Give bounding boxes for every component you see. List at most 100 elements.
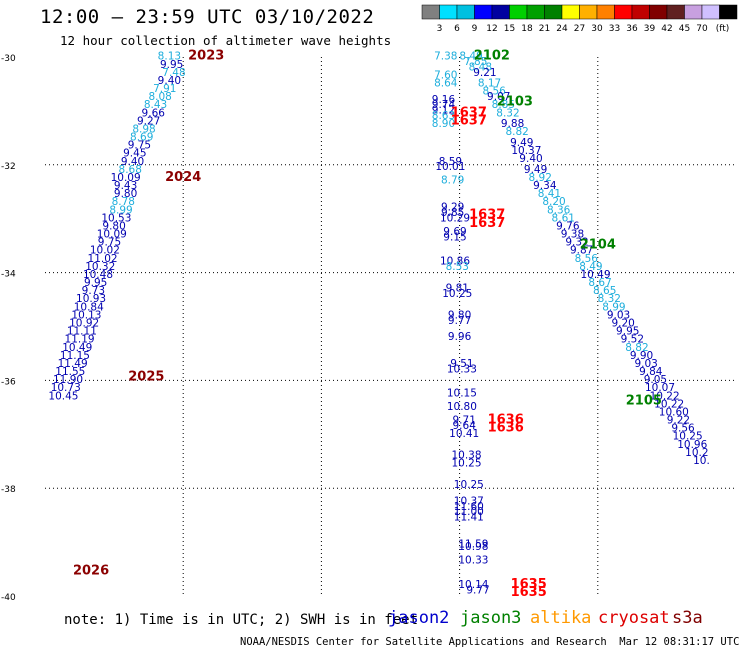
- wave-height-label: 9.85: [441, 207, 464, 219]
- credit-line: NOAA/NESDIS Center for Satellite Applica…: [240, 636, 740, 648]
- wave-height-label: 8.63: [432, 110, 455, 122]
- wave-height-label: 9.05: [644, 374, 667, 386]
- wave-height-label: 8.48: [469, 61, 492, 73]
- pass-time-label: 1635: [511, 577, 547, 592]
- wave-height-label: 9.43: [114, 180, 137, 192]
- wave-height-label: 9.20: [611, 318, 634, 330]
- wave-height-label: 7.38: [434, 51, 457, 63]
- wave-height-label: 9.80: [114, 188, 137, 200]
- wave-height-label: 8.98: [132, 123, 155, 135]
- wave-height-label: 11.15: [60, 350, 90, 362]
- wave-height-label: 10.14: [458, 579, 488, 591]
- footer-note: note: 1) Time is in UTC; 2) SWH is in fe…: [64, 612, 419, 628]
- wave-height-label: 9.32: [565, 237, 588, 249]
- wave-height-label: 9.45: [123, 148, 146, 160]
- wave-height-label: 7.91: [153, 83, 176, 95]
- wave-height-label: 8.61: [552, 212, 575, 224]
- wave-height-label: 10.07: [645, 382, 675, 394]
- wave-height-label: 9.75: [98, 237, 121, 249]
- colorbar-tick-label: 3: [437, 24, 443, 34]
- wave-height-label: 9.49: [510, 137, 533, 149]
- pass-time-label: 2102: [474, 49, 510, 64]
- y-tick-label: -30: [1, 54, 16, 64]
- wave-height-label: 10.09: [111, 172, 141, 184]
- wave-height-label: 7.60: [434, 70, 457, 82]
- satellite-legend-jason3: jason3: [460, 608, 522, 628]
- wave-height-label: 11.60: [454, 501, 484, 513]
- colorbar-tick-label: 33: [609, 24, 620, 34]
- wave-height-label: 10.33: [458, 555, 488, 567]
- wave-height-label: 8.92: [529, 172, 552, 184]
- colorbar-tick-label: 45: [679, 24, 690, 34]
- wave-height-label: 9.76: [556, 220, 580, 232]
- pass-time-label: 1637: [451, 113, 487, 128]
- wave-height-label: 9.03: [634, 358, 657, 370]
- colorbar-tick-label: 9: [472, 24, 478, 34]
- pass-time-label: 2025: [128, 369, 164, 384]
- wave-height-label: 10.09: [97, 229, 127, 241]
- wave-height-label: 10.49: [62, 342, 92, 354]
- wave-height-label: 9.73: [82, 285, 105, 297]
- wave-height-label: 10.15: [447, 388, 477, 400]
- satellite-legend-cryosat: cryosat: [598, 608, 670, 628]
- wave-height-label: 10.38: [451, 450, 481, 462]
- wave-height-label: 10.92: [69, 318, 99, 330]
- wave-height-label: 10.02: [90, 245, 120, 257]
- wave-height-label: 9.84: [639, 366, 663, 378]
- colorbar-tick-label: 15: [504, 24, 515, 34]
- colorbar-tick-label: 12: [486, 24, 497, 34]
- pass-time-label: 2024: [165, 170, 201, 185]
- wave-height-label: 10.84: [74, 301, 104, 313]
- satellite-legend-s3a: s3a: [672, 608, 703, 628]
- wave-height-label: 8.41: [538, 188, 561, 200]
- pass-time-label: 1635: [511, 585, 547, 600]
- wave-height-label: 9.96: [448, 331, 472, 343]
- pass-time-label: 2104: [580, 237, 616, 252]
- colorbar-tick-label: 36: [626, 24, 638, 34]
- wave-height-label: 8.79: [441, 175, 464, 187]
- wave-height-label: 9.74: [432, 99, 456, 111]
- wave-height-label: 11.02: [88, 253, 118, 265]
- wave-height-label: 10.60: [659, 406, 689, 418]
- wave-height-label: 10.45: [48, 390, 78, 402]
- wave-height-label: 8.56: [482, 86, 506, 98]
- colorbar-tick-label: 70: [696, 24, 708, 34]
- wave-height-label: 8.99: [109, 204, 132, 216]
- pass-time-label: 1637: [451, 105, 487, 120]
- wave-height-label: 10.80: [447, 401, 477, 413]
- wave-height-label: 8.36: [547, 204, 571, 216]
- wave-height-label: 10.96: [677, 439, 707, 451]
- wave-height-label: 8.64: [434, 78, 458, 90]
- wave-height-label: 8.65: [593, 285, 616, 297]
- wave-height-label: 8.78: [112, 196, 135, 208]
- colorbar-tick-label: 27: [574, 24, 585, 34]
- pass-time-label: 1637: [469, 216, 505, 231]
- wave-height-label: 11.90: [53, 374, 83, 386]
- wave-height-label: 9.21: [473, 67, 496, 79]
- wave-height-label: 9.77: [448, 315, 471, 327]
- wave-height-label: 9.69: [443, 226, 466, 238]
- wave-height-label: 8.99: [602, 301, 625, 313]
- colorbar-swatch: [719, 4, 738, 20]
- wave-height-label: 10.98: [458, 541, 488, 553]
- y-tick-label: -36: [1, 377, 16, 387]
- wave-height-label: 9.07: [487, 91, 510, 103]
- wave-height-label: 10.37: [454, 495, 484, 507]
- wave-height-label: 7.85: [464, 56, 487, 68]
- wave-height-label: 9.27: [137, 115, 160, 127]
- y-tick-label: -40: [1, 593, 16, 600]
- wave-height-label: 8.85: [492, 99, 515, 111]
- wave-height-label: 10.: [693, 455, 710, 467]
- wave-height-label: 9.88: [501, 118, 524, 130]
- wave-height-label: 9.38: [561, 229, 584, 241]
- pass-time-label: 2105: [626, 394, 662, 409]
- wave-height-label: 9.80: [102, 220, 125, 232]
- wave-height-label: 11.41: [454, 512, 484, 524]
- wave-height-label: 8.32: [598, 293, 621, 305]
- wave-height-label: 8.68: [119, 164, 142, 176]
- wave-height-label: 8.53: [446, 261, 469, 273]
- wave-height-label: 9.52: [621, 334, 644, 346]
- wave-height-label: 9.15: [443, 231, 466, 243]
- wave-height-label: 10.29: [440, 212, 470, 224]
- wave-height-label: 11.11: [67, 326, 97, 338]
